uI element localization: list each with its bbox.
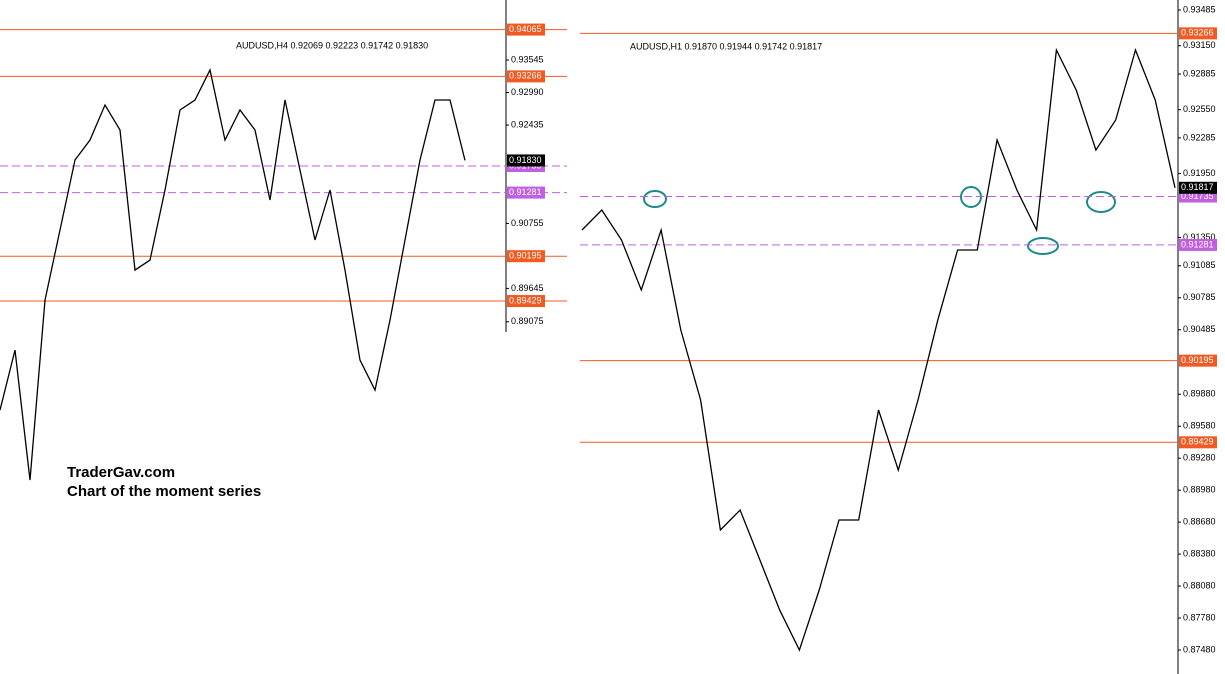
circle [1027, 237, 1059, 255]
y-tick-label: 0.90755 [511, 218, 544, 228]
y-tick-label: 0.91350 [1183, 232, 1216, 242]
level-label: 0.91281 [509, 187, 542, 197]
y-tick-label: 0.93545 [511, 54, 544, 64]
level-label-bg [507, 70, 545, 83]
last-price-label: 0.91817 [1181, 182, 1214, 192]
y-tick-label: 0.89645 [511, 283, 544, 293]
level-label: 0.91281 [1181, 239, 1214, 249]
y-tick-label: 0.92285 [1183, 132, 1216, 142]
y-tick-label: 0.88080 [1183, 580, 1216, 590]
level-label: 0.91735 [1181, 191, 1214, 201]
level-label: 0.93266 [1181, 28, 1214, 38]
chart-h4: AUDUSD,H4 0.92069 0.92223 0.91742 0.9183… [0, 0, 567, 481]
y-tick-label: 0.90485 [1183, 324, 1216, 334]
y-tick-label: 0.91950 [1183, 168, 1216, 178]
level-label: 0.89429 [1181, 437, 1214, 447]
watermark: TraderGav.com [67, 464, 176, 481]
level-label: 0.93266 [509, 71, 542, 81]
y-tick-label: 0.92435 [511, 119, 544, 129]
y-tick-label: 0.88980 [1183, 485, 1216, 495]
price-line [581, 47, 1176, 652]
watermark: Chart of the moment series [67, 483, 262, 500]
circle [643, 190, 667, 208]
y-tick-label: 0.87480 [1183, 644, 1216, 654]
last-price-bg [507, 154, 545, 167]
price-line [0, 68, 466, 481]
level-label-bg [507, 186, 545, 199]
circle [1086, 191, 1116, 213]
level-label-bg [1179, 354, 1217, 367]
level-label-bg [1179, 436, 1217, 449]
level-label-bg [1179, 238, 1217, 251]
level-label: 0.90195 [509, 251, 542, 261]
chart-h1: AUDUSD,H1 0.91870 0.91944 0.91742 0.9181… [580, 0, 1217, 674]
last-price-bg [1179, 181, 1217, 194]
y-tick-label: 0.88380 [1183, 548, 1216, 558]
chart-title: AUDUSD,H4 0.92069 0.92223 0.91742 0.9183… [236, 40, 428, 50]
level-label-bg [507, 250, 545, 263]
y-tick-label: 0.92885 [1183, 68, 1216, 78]
y-tick-label: 0.92990 [511, 87, 544, 97]
y-tick-label: 0.90785 [1183, 292, 1216, 302]
y-tick-label: 0.89880 [1183, 389, 1216, 399]
level-label: 0.90195 [1181, 355, 1214, 365]
chart-title: AUDUSD,H1 0.91870 0.91944 0.91742 0.9181… [630, 41, 822, 51]
y-tick-label: 0.87780 [1183, 612, 1216, 622]
highlight-circles [643, 186, 1116, 255]
level-label-bg [507, 23, 545, 36]
y-tick-label: 0.93150 [1183, 40, 1216, 50]
y-tick-label: 0.93485 [1183, 4, 1216, 14]
y-tick-label: 0.91085 [1183, 260, 1216, 270]
y-tick-label: 0.89580 [1183, 421, 1216, 431]
last-price-label: 0.91830 [509, 155, 542, 165]
level-label: 0.89429 [509, 295, 542, 305]
level-label: 0.94065 [509, 24, 542, 34]
y-tick-label: 0.92550 [1183, 104, 1216, 114]
y-tick-label: 0.88680 [1183, 517, 1216, 527]
y-tick-label: 0.89280 [1183, 453, 1216, 463]
y-tick-label: 0.89075 [511, 316, 544, 326]
level-label-bg [1179, 27, 1217, 40]
level-label-bg [507, 295, 545, 308]
